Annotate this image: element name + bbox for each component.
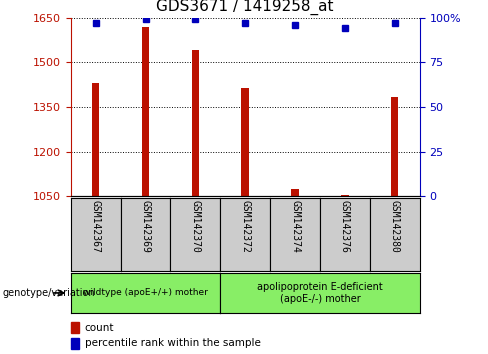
Bar xyxy=(192,51,199,196)
Text: wildtype (apoE+/+) mother: wildtype (apoE+/+) mother xyxy=(83,289,208,297)
Bar xyxy=(71,338,80,349)
Text: GSM142370: GSM142370 xyxy=(190,200,201,253)
Text: count: count xyxy=(85,322,114,332)
Bar xyxy=(242,88,249,196)
Bar xyxy=(142,27,149,196)
Text: GSM142369: GSM142369 xyxy=(141,200,150,253)
Text: apolipoprotein E-deficient
(apoE-/-) mother: apolipoprotein E-deficient (apoE-/-) mot… xyxy=(257,282,383,304)
Bar xyxy=(341,195,348,196)
Text: GSM142372: GSM142372 xyxy=(240,200,250,253)
Bar xyxy=(391,97,399,196)
Text: GSM142380: GSM142380 xyxy=(390,200,400,253)
Text: GSM142374: GSM142374 xyxy=(290,200,300,253)
Bar xyxy=(92,83,100,196)
Bar xyxy=(291,189,299,196)
Text: GSM142367: GSM142367 xyxy=(91,200,101,253)
Title: GDS3671 / 1419258_at: GDS3671 / 1419258_at xyxy=(157,0,334,15)
Text: percentile rank within the sample: percentile rank within the sample xyxy=(85,338,261,348)
Text: genotype/variation: genotype/variation xyxy=(2,288,95,298)
Bar xyxy=(71,322,80,333)
Text: GSM142376: GSM142376 xyxy=(340,200,350,253)
